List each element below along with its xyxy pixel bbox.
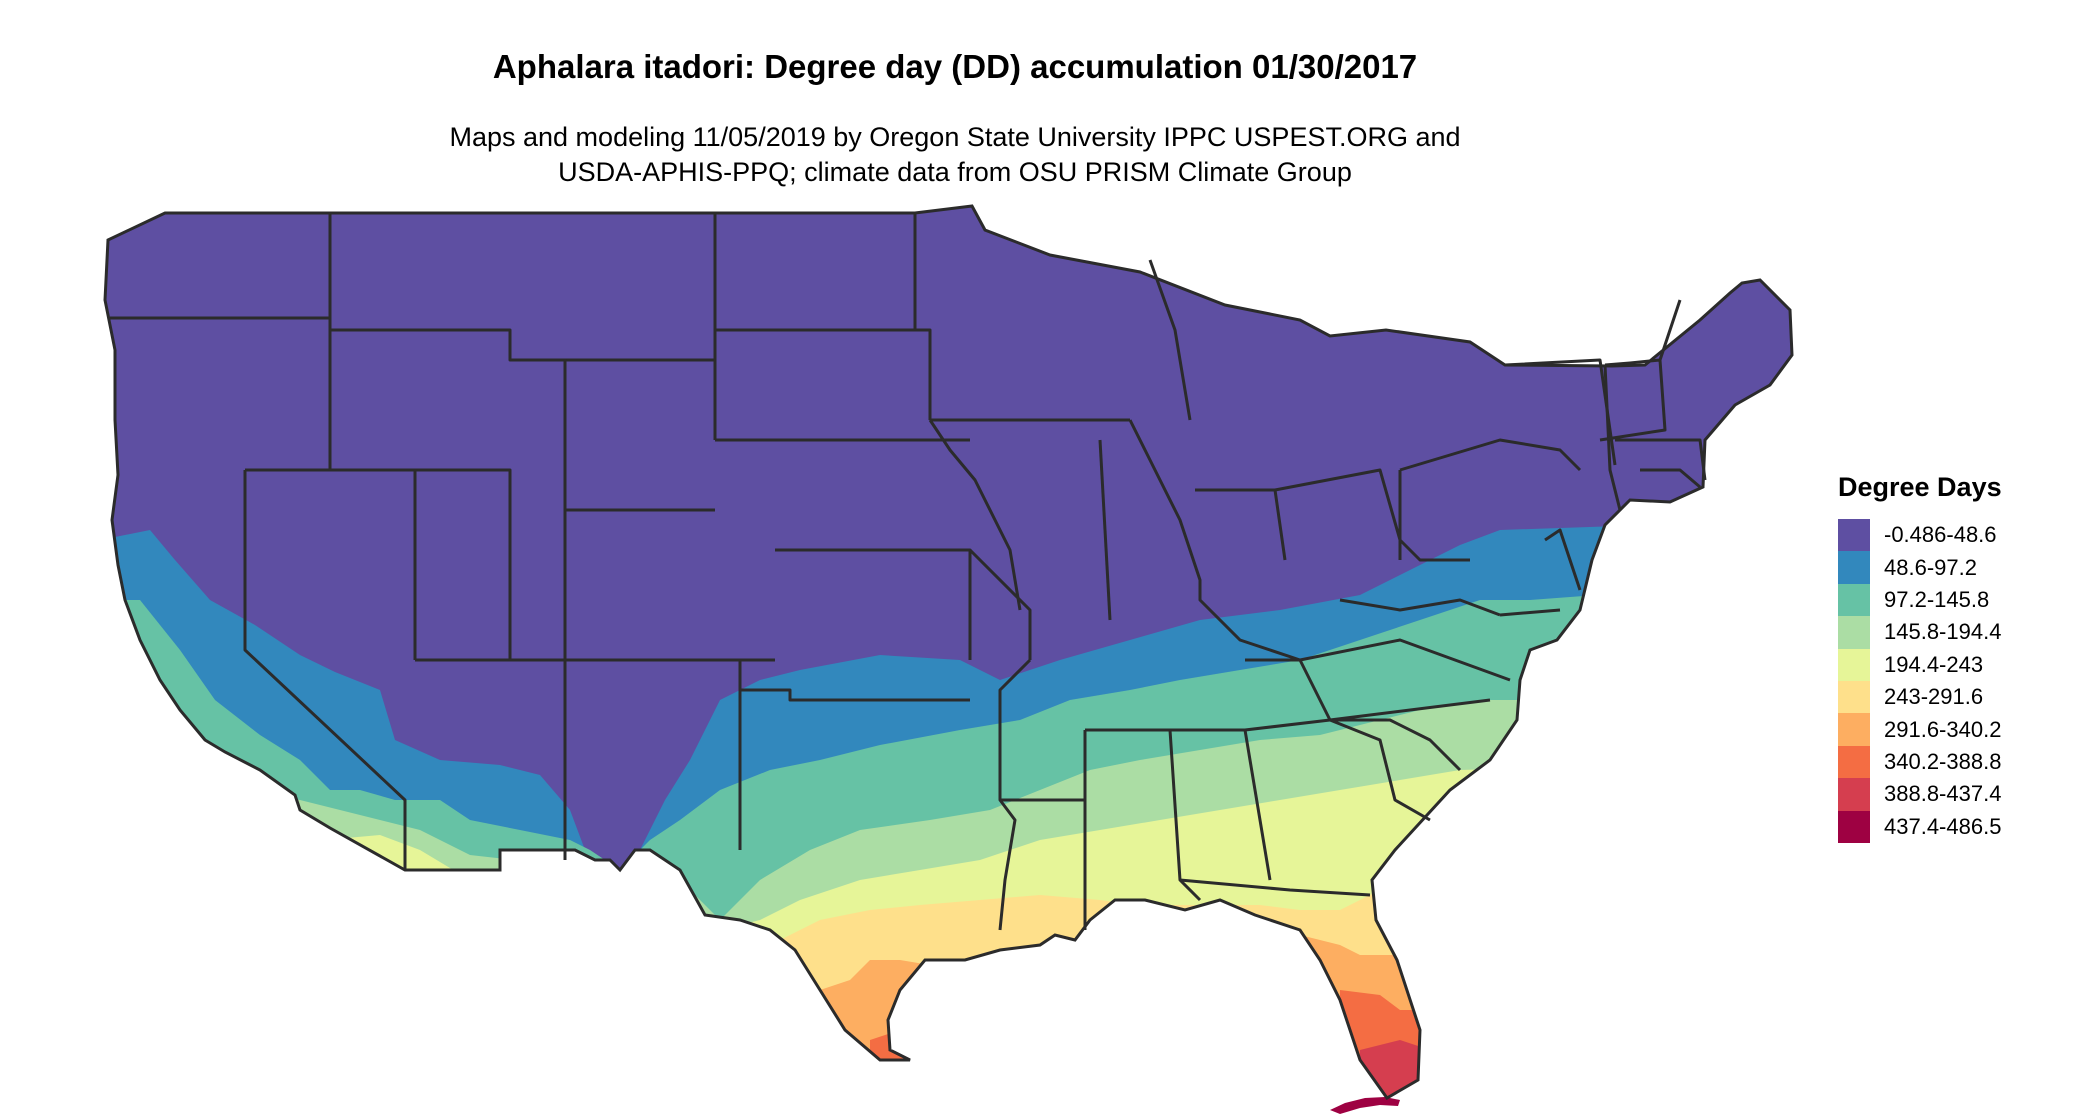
legend-item: 145.8-194.4	[1838, 616, 2002, 649]
map-subtitle: Maps and modeling 11/05/2019 by Oregon S…	[0, 120, 1910, 190]
legend-swatch	[1838, 551, 1870, 584]
legend-label: 145.8-194.4	[1884, 619, 2002, 645]
subtitle-line-2: USDA-APHIS-PPQ; climate data from OSU PR…	[558, 157, 1352, 187]
subtitle-line-1: Maps and modeling 11/05/2019 by Oregon S…	[449, 122, 1461, 152]
legend-swatch	[1838, 810, 1870, 843]
legend-item: 437.4-486.5	[1838, 810, 2002, 843]
state-borders	[110, 213, 1707, 931]
legend-label: 194.4-243	[1884, 651, 1984, 677]
legend-label: 97.2-145.8	[1884, 586, 1990, 612]
legend-swatch	[1838, 778, 1870, 811]
map-legend: Degree Days -0.486-48.6 48.6-97.2 97.2-1…	[1838, 472, 2002, 843]
legend-title: Degree Days	[1838, 472, 2002, 502]
legend-swatch	[1838, 616, 1870, 649]
legend-item: 97.2-145.8	[1838, 583, 2002, 617]
legend-item: 291.6-340.2	[1838, 713, 2002, 746]
legend-item: 48.6-97.2	[1838, 551, 2002, 584]
legend-item: -0.486-48.6	[1838, 519, 2002, 552]
legend-swatch	[1838, 648, 1870, 681]
zone-291-340	[820, 935, 1792, 1098]
legend-swatch	[1838, 680, 1870, 714]
legend-label: -0.486-48.6	[1884, 522, 1997, 548]
legend-label: 437.4-486.5	[1884, 813, 2002, 839]
legend-label: 243-291.6	[1884, 684, 1984, 710]
florida-keys	[1330, 1097, 1400, 1114]
legend-label: 340.2-388.8	[1884, 748, 2002, 774]
degree-day-zones	[105, 206, 1792, 1098]
map-title: Aphalara itadori: Degree day (DD) accumu…	[492, 48, 1418, 85]
legend-item: 340.2-388.8	[1838, 745, 2002, 779]
us-degree-day-map	[103, 204, 1794, 1114]
legend-swatch	[1838, 713, 1870, 746]
legend-swatch	[1838, 583, 1870, 617]
legend-items: -0.486-48.6 48.6-97.2 97.2-145.8 145.8-1…	[1838, 519, 2002, 843]
legend-label: 291.6-340.2	[1884, 716, 2002, 742]
legend-item: 243-291.6	[1838, 680, 2002, 714]
zone-340-388	[870, 990, 1792, 1098]
legend-item: 194.4-243	[1838, 648, 2002, 681]
legend-label: 48.6-97.2	[1884, 554, 1977, 580]
legend-label: 388.8-437.4	[1884, 781, 2002, 807]
legend-swatch	[1838, 519, 1870, 552]
legend-item: 388.8-437.4	[1838, 778, 2002, 811]
legend-swatch	[1838, 745, 1870, 779]
